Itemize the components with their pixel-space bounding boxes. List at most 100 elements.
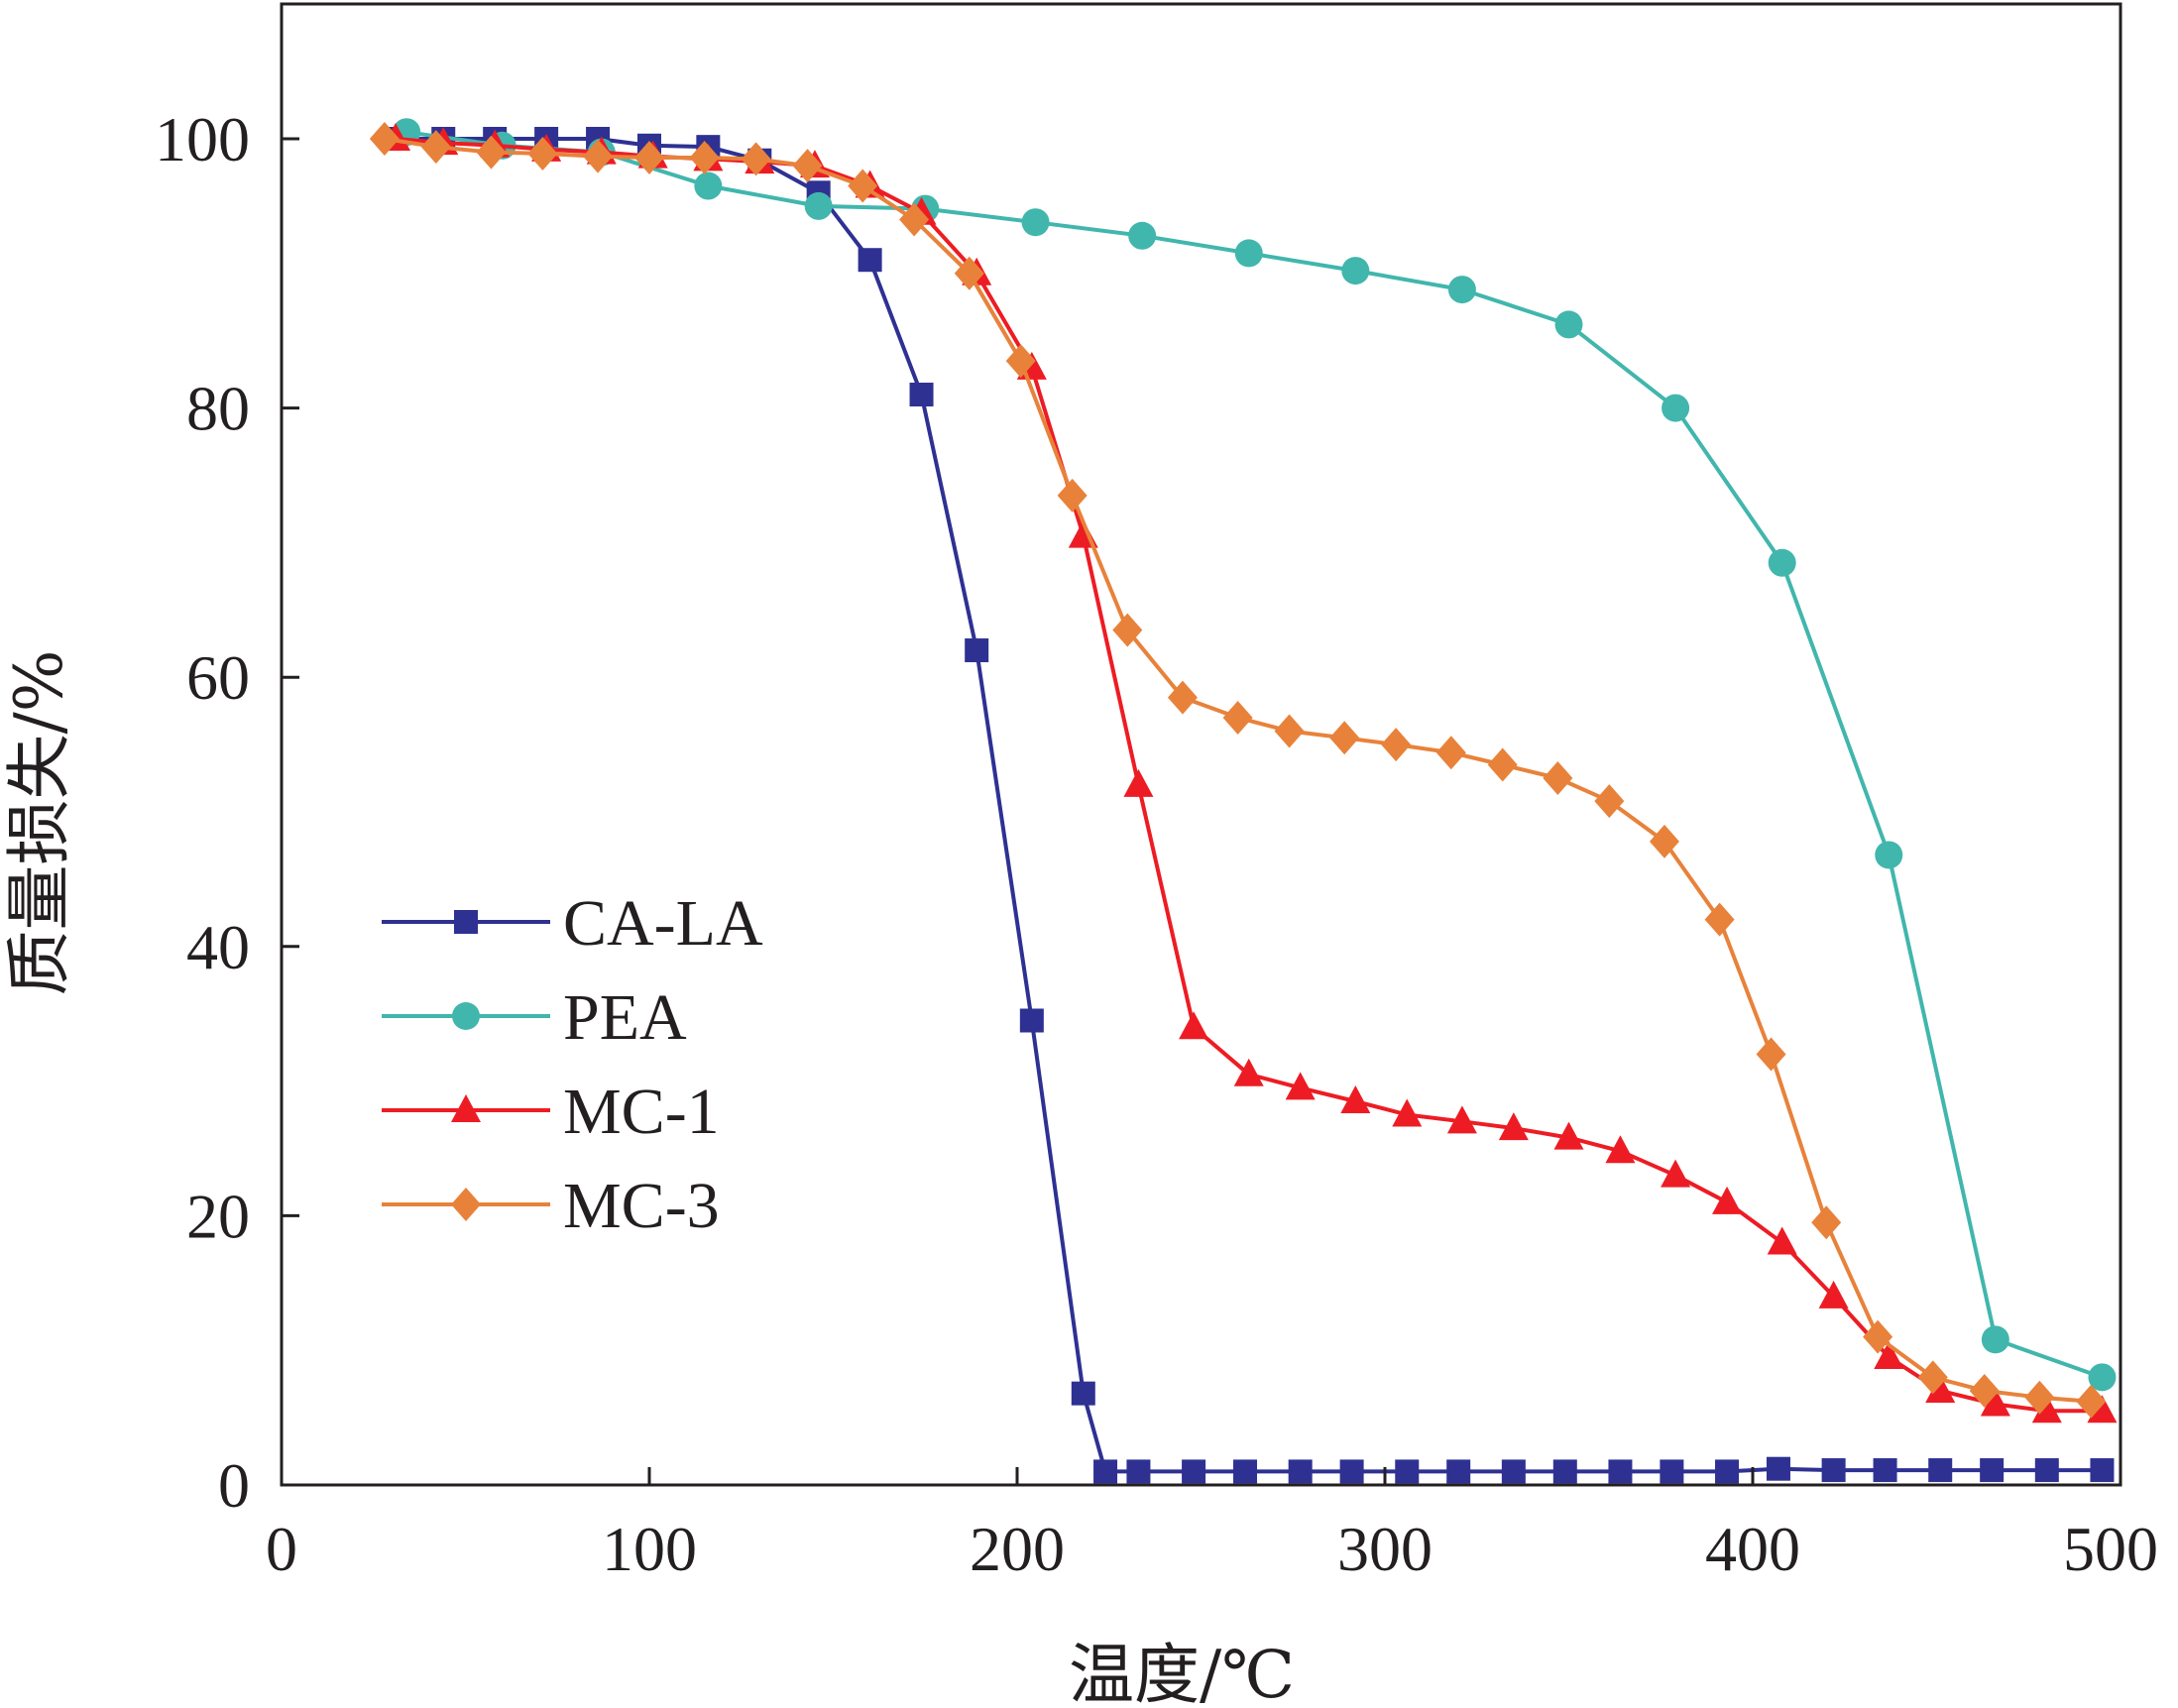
data-point-mc-1 — [1925, 1374, 1956, 1403]
data-point-mc-3 — [1863, 1319, 1893, 1354]
data-point-mc-3 — [1649, 824, 1679, 858]
x-tick-label: 300 — [1337, 1514, 1433, 1584]
data-point-pea — [1981, 1325, 2009, 1354]
data-point-ca-la — [1288, 1459, 1313, 1484]
data-point-mc-3 — [1704, 902, 1735, 937]
data-point-mc-3 — [1222, 700, 1253, 735]
data-point-mc-3 — [689, 141, 720, 175]
legend-label-mc-1: MC-1 — [563, 1076, 720, 1148]
data-point-ca-la — [1019, 1008, 1044, 1033]
data-point-mc-1 — [1498, 1112, 1529, 1141]
data-point-ca-la — [1660, 1459, 1684, 1484]
data-point-mc-3 — [1057, 478, 1088, 512]
data-point-mc-1 — [1712, 1186, 1743, 1214]
data-point-ca-la — [909, 383, 934, 407]
data-point-mc-1 — [2087, 1395, 2118, 1423]
data-point-mc-1 — [1446, 1105, 1477, 1134]
data-point-mc-1 — [1285, 1072, 1316, 1100]
data-point-mc-3 — [1381, 728, 1412, 762]
data-point-ca-la — [1501, 1459, 1526, 1484]
data-point-mc-3 — [899, 202, 930, 237]
data-point-mc-3 — [420, 130, 451, 165]
data-point-ca-la — [1608, 1459, 1633, 1484]
data-point-mc-3 — [1917, 1360, 1948, 1395]
data-point-mc-3 — [792, 149, 823, 183]
series-pea — [393, 118, 2117, 1392]
data-point-mc-1 — [1553, 1121, 1584, 1150]
legend-item-mc-3: MC-3 — [382, 1170, 720, 1242]
legend-marker-mc-1 — [451, 1094, 481, 1122]
data-point-ca-la — [858, 248, 882, 273]
data-point-mc-1 — [1767, 1226, 1797, 1255]
data-point-pea — [1128, 221, 1157, 250]
y-tick-label: 0 — [218, 1450, 250, 1521]
data-point-ca-la — [1552, 1459, 1577, 1484]
data-point-pea — [1341, 257, 1370, 285]
data-point-mc-3 — [1811, 1205, 1842, 1240]
y-tick-label: 100 — [155, 104, 250, 174]
x-tick-label: 400 — [1705, 1514, 1800, 1584]
x-tick-label: 500 — [2063, 1514, 2158, 1584]
data-point-mc-3 — [1487, 747, 1518, 782]
data-point-mc-3 — [1543, 761, 1573, 796]
data-point-mc-1 — [2031, 1395, 2062, 1423]
plot-frame — [280, 2, 2122, 1487]
series-layer — [369, 118, 2118, 1484]
data-point-mc-1 — [1874, 1340, 1904, 1369]
data-point-ca-la — [1339, 1459, 1364, 1484]
data-point-mc-3 — [1756, 1037, 1786, 1072]
data-point-mc-3 — [634, 141, 664, 175]
data-point-mc-3 — [1435, 736, 1466, 770]
legend-marker-pea — [452, 1002, 480, 1030]
data-point-mc-1 — [1179, 1011, 1209, 1040]
legend-marker-mc-3 — [451, 1188, 481, 1221]
data-point-pea — [1021, 208, 1050, 237]
data-point-ca-la — [965, 638, 989, 663]
legend-label-mc-3: MC-3 — [563, 1170, 720, 1242]
data-point-pea — [694, 171, 723, 200]
data-point-mc-3 — [741, 142, 771, 176]
data-point-ca-la — [1928, 1458, 1953, 1483]
data-point-mc-3 — [1112, 613, 1143, 647]
data-point-ca-la — [1395, 1459, 1420, 1484]
x-tick-label: 0 — [266, 1514, 297, 1584]
data-point-ca-la — [1980, 1458, 2005, 1483]
legend-item-mc-1: MC-1 — [382, 1076, 720, 1148]
data-point-mc-3 — [2076, 1384, 2107, 1419]
data-point-pea — [1875, 841, 1903, 869]
data-point-pea — [2088, 1363, 2117, 1392]
data-point-mc-3 — [2024, 1380, 2055, 1415]
data-point-ca-la — [1766, 1456, 1790, 1481]
data-point-mc-1 — [1605, 1135, 1636, 1164]
series-mc-3 — [369, 122, 2107, 1419]
data-point-ca-la — [1182, 1459, 1206, 1484]
legend-marker-ca-la — [454, 910, 478, 934]
data-point-mc-1 — [1123, 768, 1154, 797]
data-point-mc-3 — [1969, 1373, 2000, 1408]
legend-item-pea: PEA — [382, 981, 687, 1054]
data-point-ca-la — [1446, 1459, 1471, 1484]
data-point-ca-la — [1071, 1381, 1095, 1406]
data-point-mc-1 — [1233, 1058, 1264, 1086]
data-point-pea — [1447, 276, 1476, 304]
y-tick-label: 60 — [186, 642, 250, 713]
data-point-mc-3 — [369, 122, 400, 156]
data-point-ca-la — [1233, 1459, 1258, 1484]
x-tick-label: 100 — [602, 1514, 697, 1584]
data-point-pea — [1768, 548, 1796, 577]
data-point-ca-la — [2090, 1458, 2115, 1483]
data-point-mc-3 — [527, 136, 558, 171]
legend-label-pea: PEA — [563, 981, 687, 1054]
data-point-mc-3 — [476, 135, 507, 170]
data-point-pea — [1662, 394, 1690, 422]
legend: CA-LA PEA MC-1 MC-3 — [382, 887, 763, 1242]
data-point-mc-3 — [954, 256, 984, 290]
data-point-pea — [804, 191, 833, 220]
data-point-ca-la — [1821, 1458, 1846, 1483]
x-tick-label: 200 — [970, 1514, 1065, 1584]
data-point-ca-la — [1715, 1459, 1740, 1484]
data-point-mc-1 — [1340, 1084, 1371, 1113]
data-point-ca-la — [2034, 1458, 2059, 1483]
